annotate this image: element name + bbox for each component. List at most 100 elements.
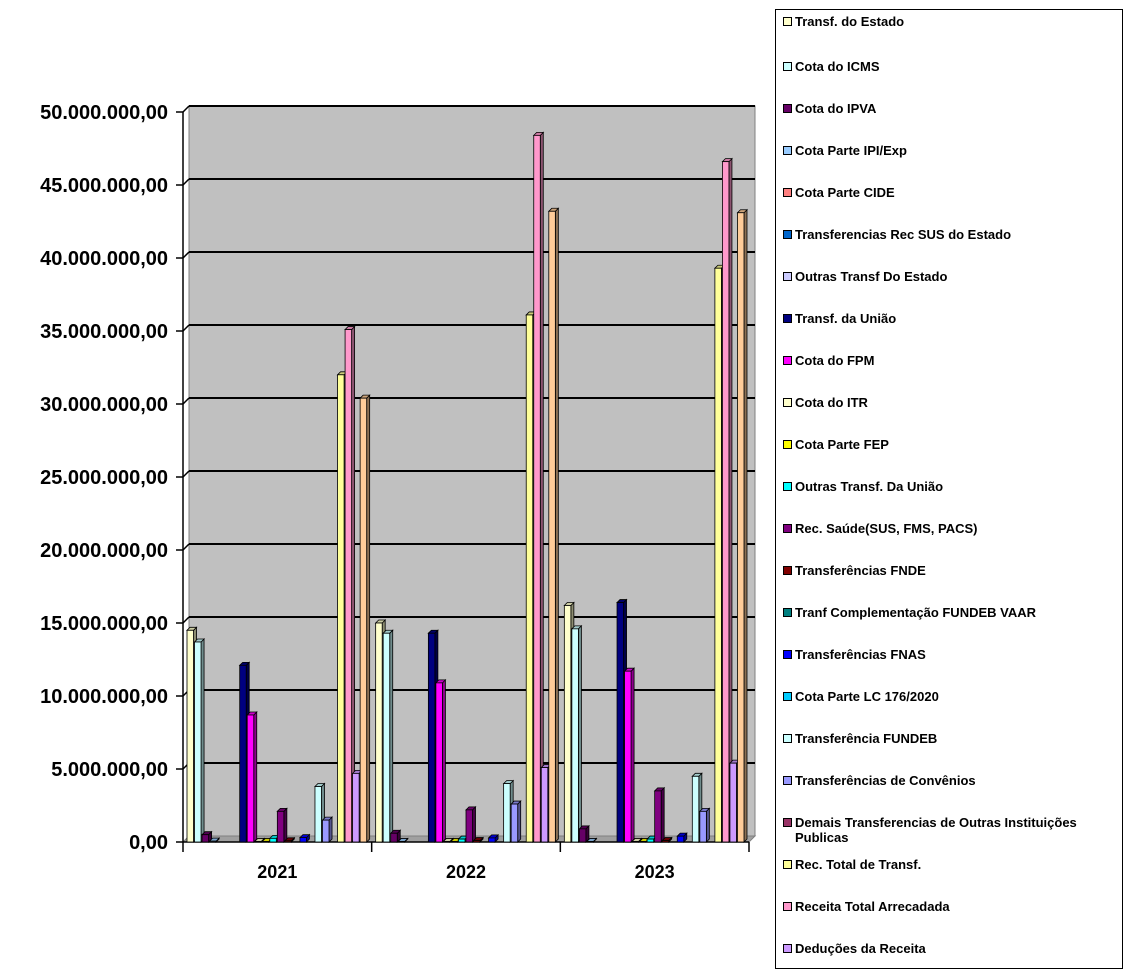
x-tick-label: 2021	[257, 862, 297, 882]
y-tick-label: 40.000.000,00	[40, 248, 168, 270]
bar-side	[743, 208, 748, 843]
y-tick-label: 10.000.000,00	[40, 686, 168, 708]
bar-front	[661, 840, 670, 843]
bar-front	[631, 841, 640, 843]
legend-label: Cota do ITR	[795, 395, 868, 410]
x-tick-label: 2023	[635, 862, 675, 882]
bar	[661, 836, 673, 843]
bar-side	[517, 800, 522, 843]
legend-swatch	[783, 356, 792, 365]
bar-front	[578, 828, 587, 843]
bar-front	[427, 632, 436, 843]
legend-label: Transferência FUNDEB	[795, 731, 938, 746]
gridline-depth	[182, 470, 190, 478]
bar	[389, 829, 402, 843]
legend-label: Cota do FPM	[795, 353, 875, 368]
legend-label: Receita Total Arrecadada	[795, 899, 950, 914]
legend-swatch	[783, 566, 792, 575]
legend-swatch	[783, 482, 792, 491]
y-tick-label: 20.000.000,00	[40, 540, 168, 562]
bar-front	[397, 841, 406, 843]
bar	[698, 807, 711, 843]
legend-label: Transf. do Estado	[795, 14, 905, 29]
gridline-depth	[182, 616, 190, 624]
bar	[472, 836, 485, 843]
y-tick-label: 0,00	[129, 832, 168, 854]
legend-swatch	[783, 524, 792, 533]
y-tick-label: 30.000.000,00	[40, 394, 168, 416]
legend-swatch	[783, 818, 792, 827]
bar-front	[458, 838, 466, 843]
axis-labels: 0,00 5.000.000,00 10.000.000,00 15.000.000,…	[40, 102, 675, 882]
bar-front	[737, 212, 745, 843]
bar-side	[472, 805, 476, 843]
legend-label: Deduções da Receita	[795, 941, 926, 956]
legend-swatch	[783, 17, 792, 26]
bar-front	[284, 840, 292, 843]
bars	[186, 131, 748, 843]
bar-front	[676, 835, 685, 843]
bar-side	[539, 131, 544, 843]
legend-label: Rec. Total de Transf.	[795, 857, 922, 872]
gridline-depth	[182, 324, 190, 332]
bar-front	[261, 841, 270, 843]
bar-front	[548, 210, 556, 843]
bar	[465, 805, 477, 843]
bar	[359, 394, 371, 843]
legend-label: Transferências FNAS	[795, 647, 926, 662]
legend-label: Cota do ICMS	[795, 59, 880, 74]
bar-front	[616, 602, 624, 843]
legend-swatch	[783, 692, 792, 701]
bar	[736, 208, 748, 843]
legend-label: Cota do IPVA	[795, 101, 877, 116]
legend-swatch	[783, 650, 792, 659]
legend-swatch	[783, 272, 792, 281]
legend-swatch	[783, 230, 792, 239]
bar-side	[554, 207, 559, 843]
legend-label: Transferências FNDE	[795, 563, 926, 578]
bar-front	[209, 840, 217, 843]
y-tick-label: 50.000.000,00	[40, 102, 168, 124]
bar	[434, 678, 447, 843]
bar	[321, 816, 333, 843]
legend: Transf. do Estado Cota do ICMS Cota do IPV…	[775, 9, 1123, 969]
bar-front	[722, 161, 730, 843]
bar-front	[624, 670, 632, 843]
bar-front	[186, 629, 194, 843]
bar	[532, 131, 545, 843]
gridline-depth	[182, 105, 190, 113]
bar-side	[328, 816, 333, 843]
legend-swatch	[783, 314, 792, 323]
bar-side	[442, 678, 446, 843]
bar-front	[563, 605, 572, 843]
bar-front	[540, 767, 549, 843]
legend-swatch	[783, 398, 792, 407]
legend-swatch	[783, 188, 792, 197]
bar	[623, 667, 636, 843]
bar-front	[533, 134, 541, 843]
legend-label: Transferências de Convênios	[795, 773, 976, 788]
bar-front	[254, 841, 262, 843]
legend-label: Cota Parte CIDE	[795, 185, 895, 200]
bar-side	[630, 667, 635, 843]
legend-label: Rec. Saúde(SUS, FMS, PACS)	[795, 521, 978, 536]
gridline-depth	[182, 251, 190, 259]
bar-front	[473, 840, 481, 843]
bar-front	[525, 314, 534, 843]
bar	[283, 836, 296, 843]
bar-side	[577, 624, 582, 843]
bar-front	[510, 803, 519, 843]
legend-label: Transferencias Rec SUS do Estado	[795, 227, 1012, 242]
bar	[382, 629, 394, 843]
y-tick-label: 15.000.000,00	[40, 613, 168, 635]
legend-swatch	[783, 146, 792, 155]
bar	[585, 837, 598, 843]
bar-front	[586, 841, 594, 843]
bar	[653, 786, 666, 843]
legend-label: Cota Parte FEP	[795, 437, 889, 452]
bar-front	[571, 628, 579, 843]
bar-front	[465, 809, 473, 843]
bar-front	[390, 832, 398, 843]
bar-front	[503, 783, 511, 843]
bar-front	[646, 838, 655, 843]
